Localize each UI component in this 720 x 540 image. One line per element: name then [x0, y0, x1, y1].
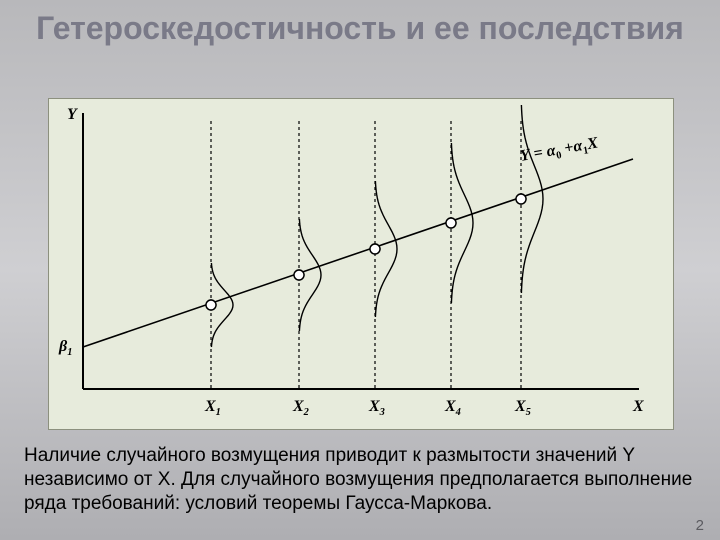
- svg-text:β1: β1: [58, 338, 72, 358]
- caption-text: Наличие случайного возмущения приводит к…: [24, 445, 692, 514]
- caption: Наличие случайного возмущения приводит к…: [24, 444, 696, 515]
- svg-text:X: X: [632, 398, 644, 415]
- chart-svg: Yβ1 X1 X2 X3 X4 X5 X Y = α0 +α1X: [49, 99, 673, 429]
- svg-text:Y: Y: [67, 106, 78, 123]
- svg-text:X3: X3: [368, 398, 385, 418]
- svg-text:X4: X4: [444, 398, 461, 418]
- svg-text:X2: X2: [292, 398, 309, 418]
- svg-text:X1: X1: [204, 398, 221, 418]
- slide-title: Гетероскедостичность и ее последствия: [0, 10, 720, 47]
- slide-number-text: 2: [696, 517, 704, 534]
- title-text: Гетероскедостичность и ее последствия: [36, 10, 684, 46]
- slide-number: 2: [696, 517, 704, 534]
- svg-text:Y = α0 +α1X: Y = α0 +α1X: [519, 134, 600, 167]
- chart-panel: Yβ1 X1 X2 X3 X4 X5 X Y = α0 +α1X: [48, 98, 674, 430]
- svg-text:X5: X5: [514, 398, 531, 418]
